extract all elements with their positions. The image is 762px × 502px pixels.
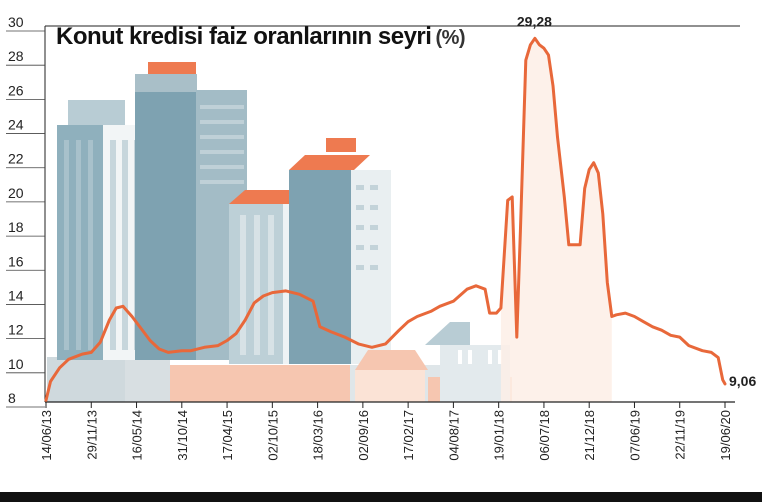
x-ticks: 14/06/13 29/11/13 16/05/14 31/10/14 17/04/15… (39, 402, 733, 461)
bottom-bar (0, 492, 762, 502)
x-tick-label: 17/04/15 (220, 410, 235, 461)
y-tick-label: 24 (8, 117, 24, 133)
y-tick-label: 22 (8, 151, 24, 167)
x-tick-label: 06/07/18 (537, 410, 552, 461)
x-tick-label: 29/11/13 (84, 410, 99, 460)
x-tick-label: 31/10/14 (175, 410, 190, 461)
annotations: 29,28 9,06 (517, 13, 757, 389)
y-tick-label: 18 (8, 219, 24, 235)
x-tick-label: 19/06/20 (718, 410, 733, 461)
x-tick-label: 07/06/19 (627, 410, 642, 461)
annotation-label: 29,28 (517, 13, 552, 29)
y-tick-label: 20 (8, 185, 24, 201)
x-tick-label: 14/06/13 (39, 410, 54, 461)
x-tick-label: 02/09/16 (356, 410, 371, 461)
annotation-label: 9,06 (729, 373, 756, 389)
y-tick-label: 8 (8, 390, 16, 406)
x-tick-label: 16/05/14 (130, 410, 145, 461)
peak-area-fill (500, 38, 612, 403)
series-line (44, 36, 727, 402)
x-tick-label: 21/12/18 (582, 410, 597, 461)
x-tick-label: 17/02/17 (401, 410, 416, 461)
x-tick-label: 22/11/19 (673, 410, 688, 460)
title-unit: (%) (435, 27, 465, 49)
y-tick-label: 10 (8, 356, 24, 372)
y-tick-label: 16 (8, 253, 24, 269)
y-tick-label: 26 (8, 82, 24, 98)
x-tick-label: 02/10/15 (265, 410, 280, 461)
y-tick-label: 28 (8, 48, 24, 64)
city-illustration (47, 62, 512, 402)
y-tick-label: 12 (8, 322, 24, 338)
x-tick-label: 04/08/17 (446, 410, 461, 461)
x-tick-label: 18/03/16 (311, 410, 326, 461)
y-tick-label: 14 (8, 287, 24, 303)
y-ticks: 8 10 12 14 16 18 20 22 24 26 28 30 (6, 14, 45, 408)
chart-title: Konut kredisi faiz oranlarının seyri (%) (56, 23, 465, 50)
x-tick-label: 19/01/18 (492, 410, 507, 461)
y-tick-label: 30 (8, 14, 24, 30)
